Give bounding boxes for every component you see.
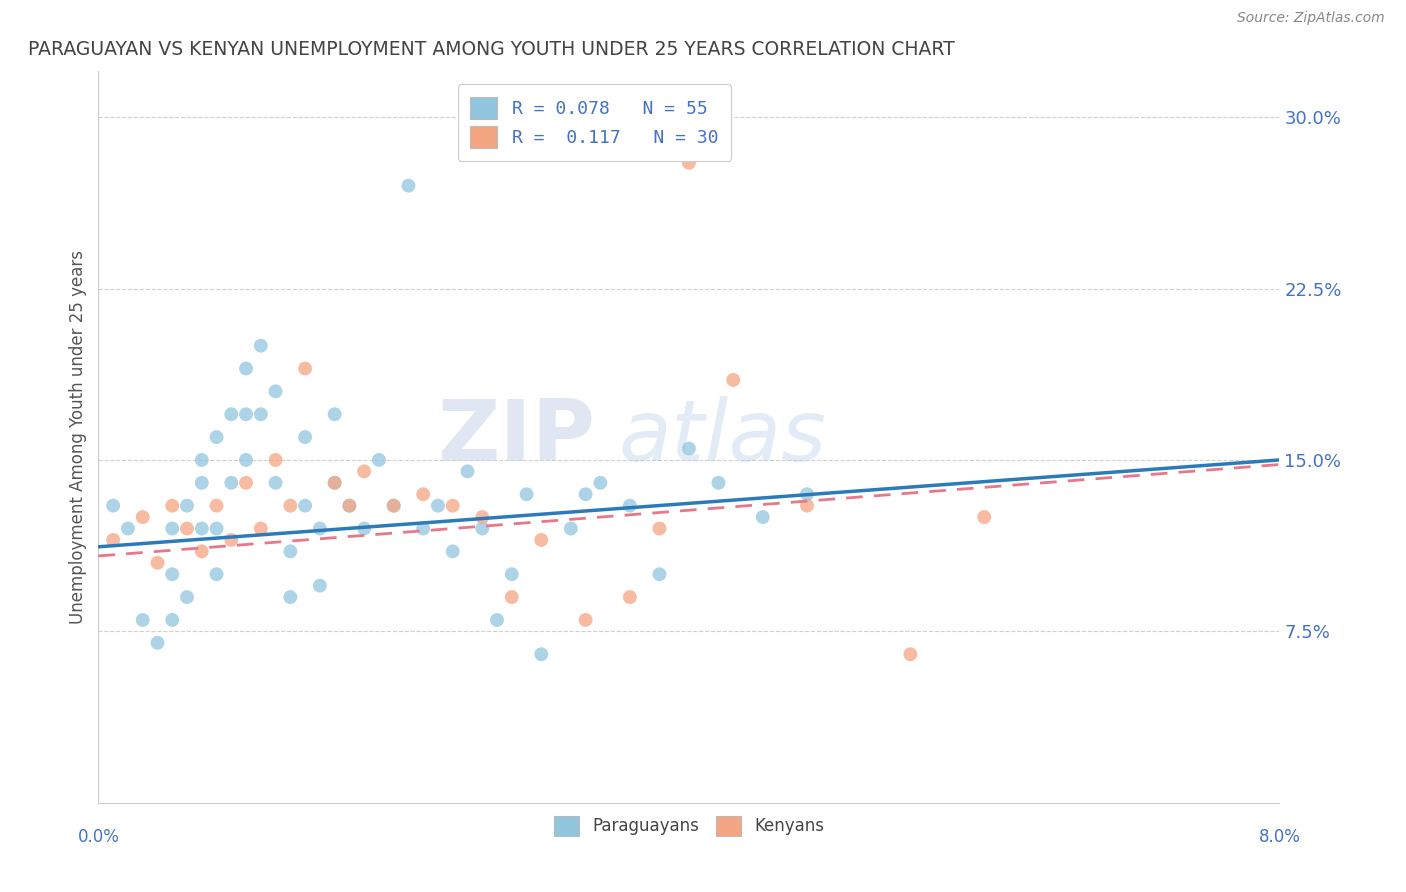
Point [264, 384, 287, 399]
Point [221, 475, 243, 490]
Point [221, 533, 243, 547]
Point [323, 475, 346, 490]
Point [412, 487, 434, 501]
Point [294, 430, 316, 444]
Point [530, 647, 553, 661]
Point [103, 533, 125, 547]
Point [294, 361, 316, 376]
Point [796, 487, 818, 501]
Text: 8.0%: 8.0% [1258, 828, 1301, 846]
Point [575, 613, 598, 627]
Point [280, 544, 302, 558]
Point [280, 590, 302, 604]
Point [382, 499, 405, 513]
Point [678, 155, 700, 169]
Point [501, 567, 523, 582]
Point [619, 590, 641, 604]
Point [323, 407, 346, 421]
Point [205, 430, 228, 444]
Point [752, 510, 775, 524]
Point [250, 338, 273, 352]
Point [309, 521, 332, 535]
Point [191, 544, 214, 558]
Point [264, 475, 287, 490]
Point [427, 499, 450, 513]
Point [707, 475, 730, 490]
Point [648, 521, 671, 535]
Point [162, 521, 183, 535]
Point [162, 613, 183, 627]
Point [235, 407, 257, 421]
Point [575, 487, 598, 501]
Point [486, 613, 509, 627]
Point [516, 487, 538, 501]
Point [146, 556, 169, 570]
Point [146, 636, 169, 650]
Point [398, 178, 420, 193]
Point [205, 521, 228, 535]
Point [353, 464, 375, 478]
Point [900, 647, 922, 661]
Point [191, 521, 214, 535]
Point [235, 453, 257, 467]
Point [723, 373, 745, 387]
Point [132, 510, 155, 524]
Point [162, 499, 183, 513]
Y-axis label: Unemployment Among Youth under 25 years: Unemployment Among Youth under 25 years [69, 250, 87, 624]
Text: atlas: atlas [619, 395, 827, 479]
Point [501, 590, 523, 604]
Text: 0.0%: 0.0% [77, 828, 120, 846]
Point [103, 499, 125, 513]
Point [309, 579, 332, 593]
Point [368, 453, 391, 467]
Text: Source: ZipAtlas.com: Source: ZipAtlas.com [1237, 12, 1385, 25]
Point [441, 499, 464, 513]
Point [796, 499, 818, 513]
Point [412, 521, 434, 535]
Point [221, 407, 243, 421]
Point [191, 453, 214, 467]
Point [205, 567, 228, 582]
Point [191, 475, 214, 490]
Point [648, 567, 671, 582]
Point [250, 407, 273, 421]
Point [176, 499, 198, 513]
Point [560, 521, 582, 535]
Point [339, 499, 361, 513]
Point [530, 533, 553, 547]
Point [471, 510, 494, 524]
Text: PARAGUAYAN VS KENYAN UNEMPLOYMENT AMONG YOUTH UNDER 25 YEARS CORRELATION CHART: PARAGUAYAN VS KENYAN UNEMPLOYMENT AMONG … [28, 39, 955, 59]
Point [235, 361, 257, 376]
Point [353, 521, 375, 535]
Point [264, 453, 287, 467]
Point [176, 590, 198, 604]
Point [235, 475, 257, 490]
Point [294, 499, 316, 513]
Point [176, 521, 198, 535]
Point [457, 464, 479, 478]
Point [441, 544, 464, 558]
Point [619, 499, 641, 513]
Point [205, 499, 228, 513]
Legend: Paraguayans, Kenyans: Paraguayans, Kenyans [540, 802, 838, 849]
Point [678, 442, 700, 456]
Point [280, 499, 302, 513]
Point [471, 521, 494, 535]
Point [250, 521, 273, 535]
Point [339, 499, 361, 513]
Point [132, 613, 155, 627]
Point [382, 499, 405, 513]
Point [162, 567, 183, 582]
Point [117, 521, 139, 535]
Point [589, 475, 612, 490]
Text: ZIP: ZIP [437, 395, 595, 479]
Point [973, 510, 995, 524]
Point [323, 475, 346, 490]
